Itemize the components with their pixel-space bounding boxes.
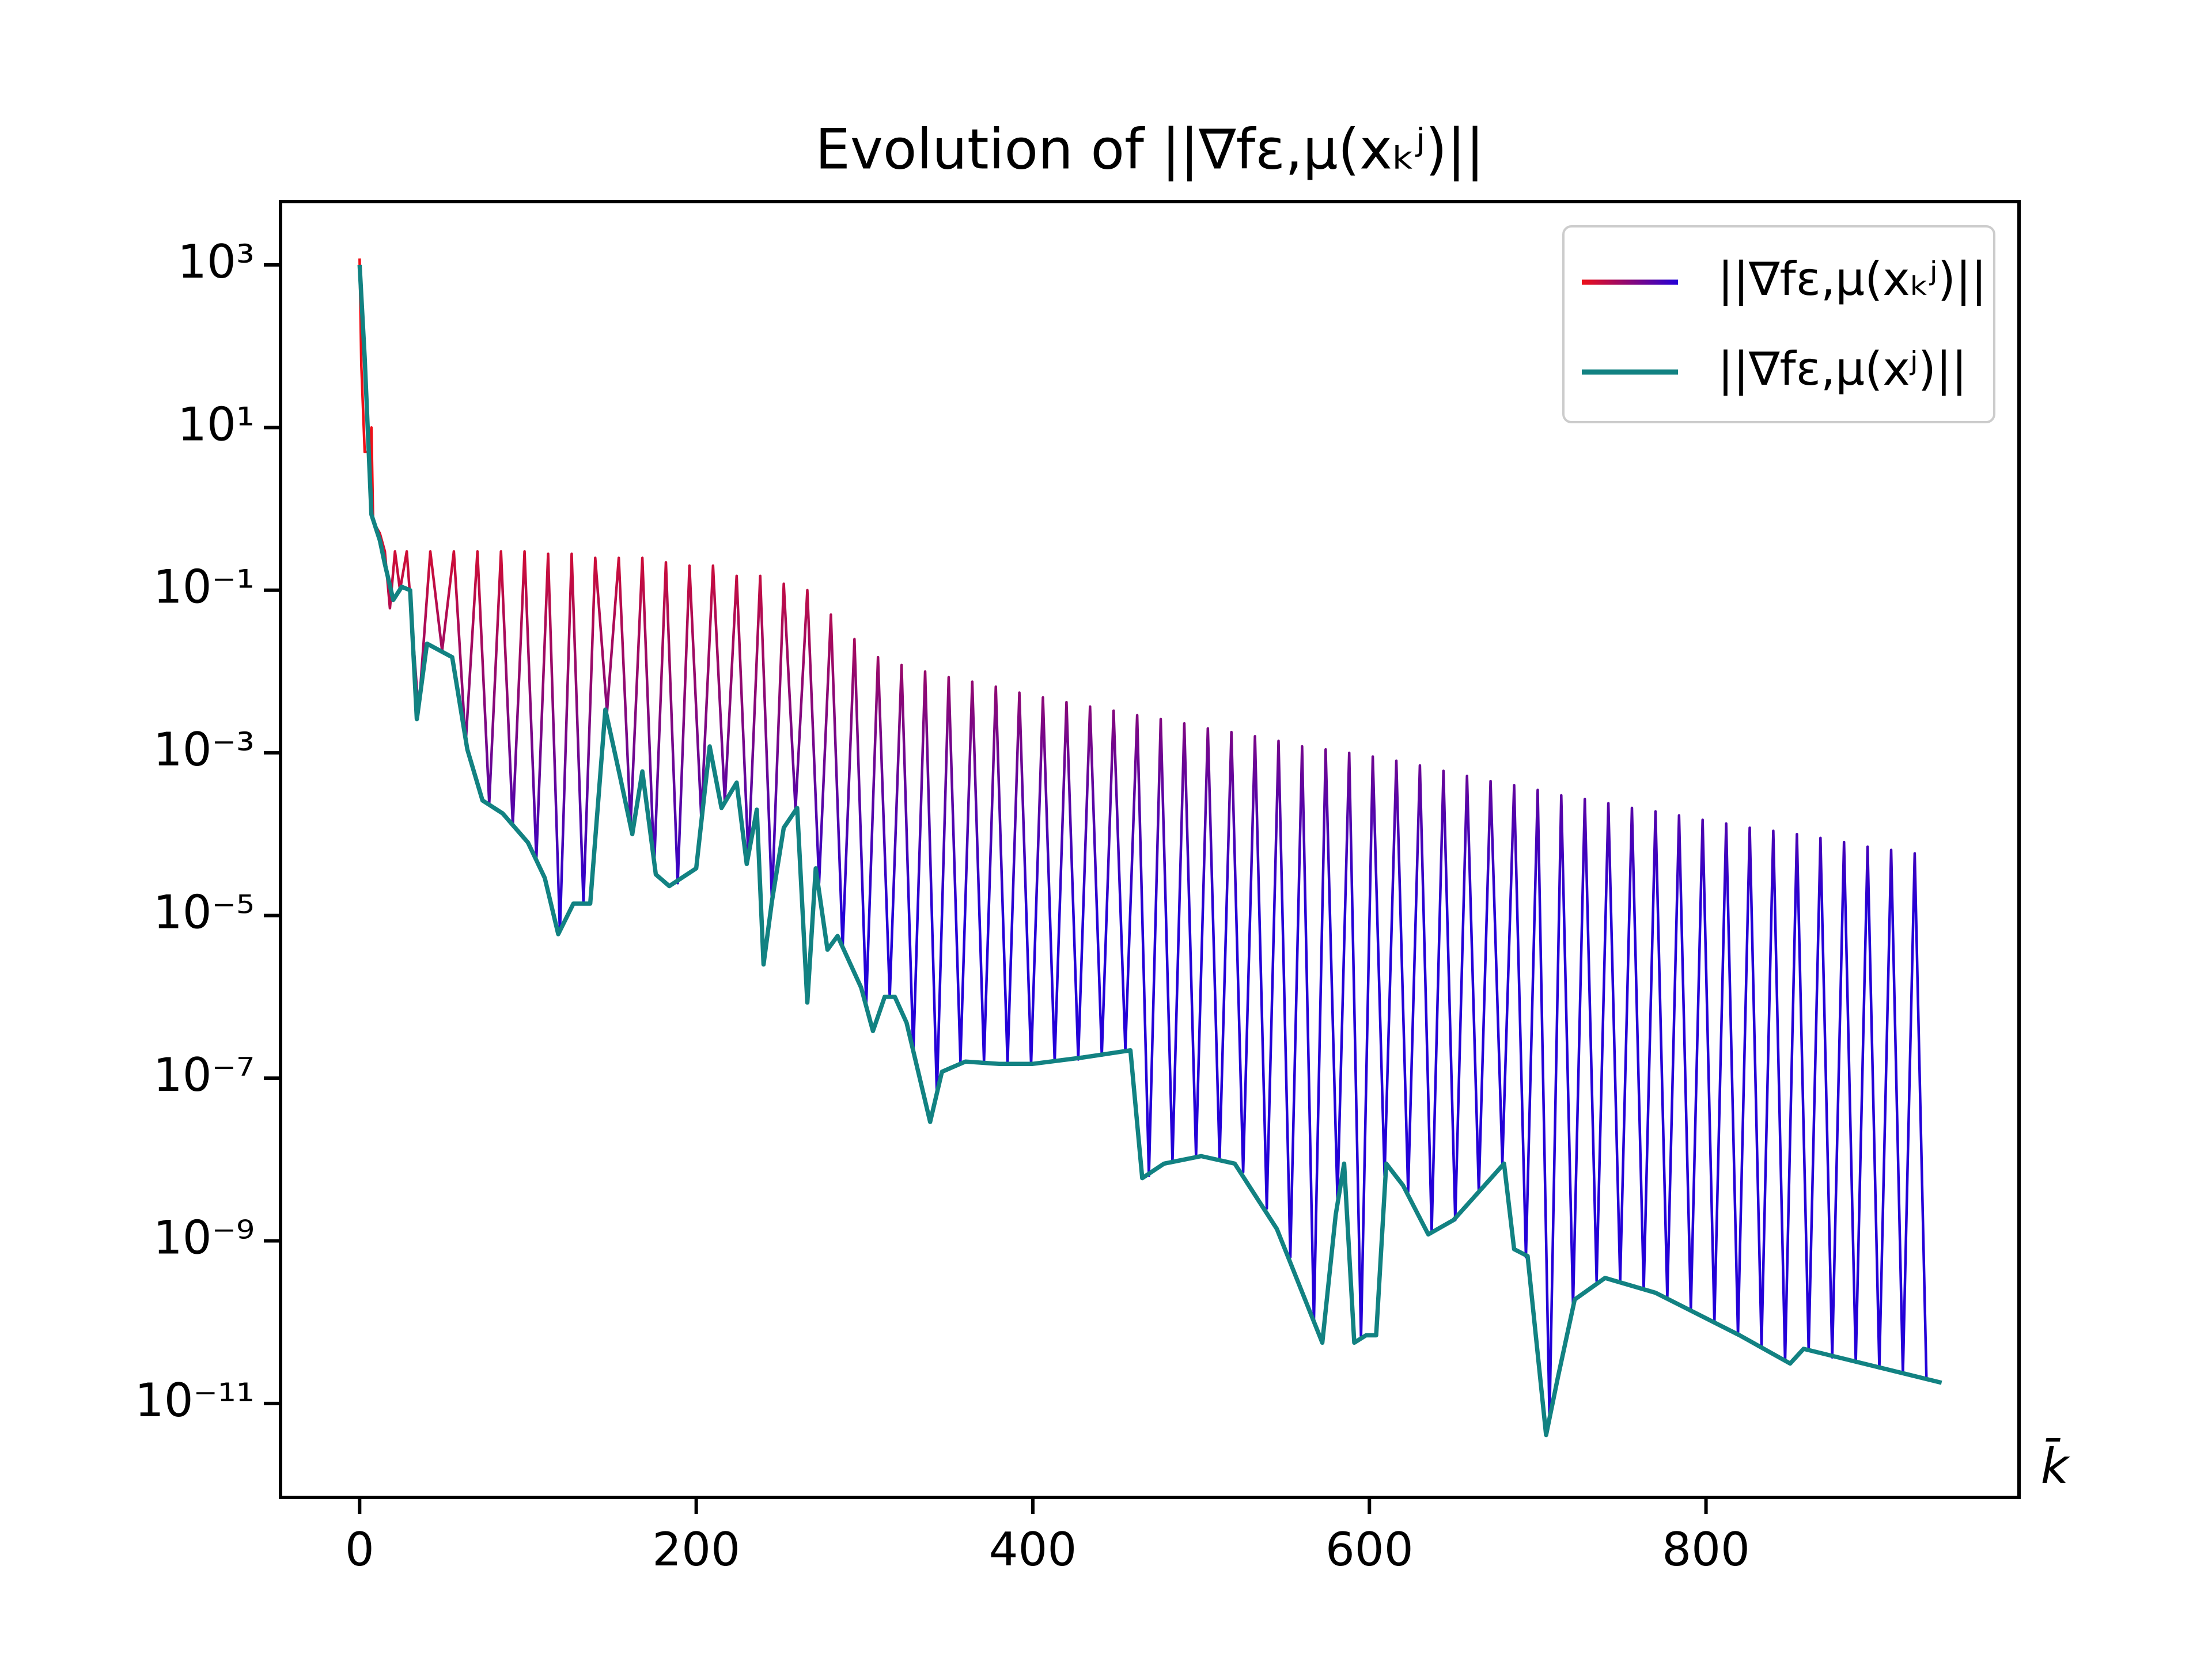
legend-label: ||∇fε,μ(xʲ)|| bbox=[1718, 342, 1967, 396]
legend-swatch bbox=[1582, 369, 1678, 375]
y-tick-label: 10⁻³ bbox=[153, 723, 255, 776]
data-line bbox=[357, 264, 1942, 1438]
plot-frame bbox=[279, 200, 2021, 1499]
y-tick-label: 10⁻⁷ bbox=[153, 1048, 255, 1102]
legend-label: ||∇fε,μ(xₖʲ)|| bbox=[1718, 252, 1987, 306]
x-tick-label: 0 bbox=[345, 1523, 374, 1576]
y-tick-label: 10⁻⁹ bbox=[153, 1211, 255, 1264]
chart-title: Evolution of ||∇fε,μ(xₖʲ)|| bbox=[815, 117, 1484, 182]
x-tick-label: 600 bbox=[1325, 1523, 1414, 1576]
y-tick-label: 10⁻⁵ bbox=[153, 886, 255, 939]
y-tick-label: 10⁻¹ bbox=[153, 560, 255, 614]
y-tick-label: 10⁻¹¹ bbox=[135, 1374, 255, 1427]
legend: ||∇fε,μ(xₖʲ)|| ||∇fε,μ(xʲ)|| bbox=[1562, 225, 1995, 423]
x-tick-label: 800 bbox=[1662, 1523, 1750, 1576]
legend-swatch bbox=[1582, 279, 1678, 285]
x-tick-label: 200 bbox=[652, 1523, 740, 1576]
y-tick-label: 10³ bbox=[177, 235, 255, 289]
y-tick-label: 10¹ bbox=[177, 397, 255, 451]
x-tick-label: 400 bbox=[989, 1523, 1077, 1576]
x-axis-label: k̄ bbox=[2041, 1438, 2071, 1495]
